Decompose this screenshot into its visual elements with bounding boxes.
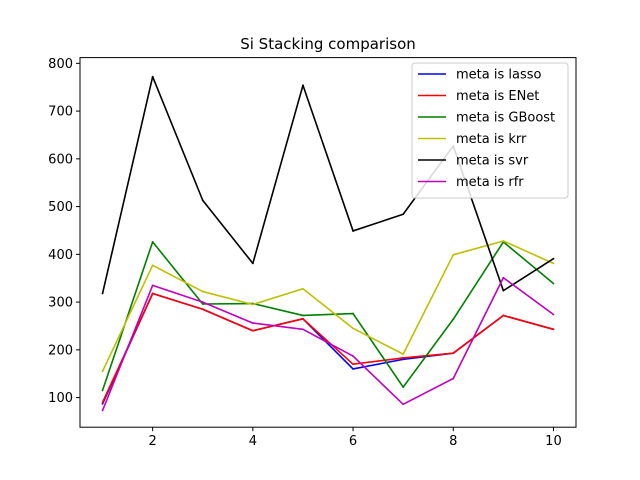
x-tick-label: 2 xyxy=(149,434,157,449)
data-point xyxy=(352,368,354,370)
data-point xyxy=(352,355,354,357)
data-point xyxy=(302,317,304,320)
data-point xyxy=(201,303,204,305)
data-point xyxy=(302,314,304,317)
data-point xyxy=(201,308,204,311)
y-tick-label: 300 xyxy=(48,296,73,311)
x-tick-label: 4 xyxy=(249,434,257,449)
series-line-1 xyxy=(101,292,554,403)
series-line-5 xyxy=(101,276,554,411)
data-point xyxy=(402,213,405,216)
legend-label: meta is ENet xyxy=(456,89,539,104)
data-point xyxy=(101,389,104,392)
legend-item: meta is GBoost xyxy=(418,111,555,126)
y-tick-label: 600 xyxy=(48,152,73,167)
series-1 xyxy=(101,292,555,404)
data-point xyxy=(502,289,505,292)
plot-area-frame xyxy=(79,57,577,428)
data-point xyxy=(151,75,154,78)
data-point xyxy=(251,303,254,306)
y-tick-label: 100 xyxy=(48,391,73,406)
y-tick-label: 500 xyxy=(48,200,73,215)
series-line-4 xyxy=(101,75,554,294)
data-point xyxy=(352,327,354,330)
data-point xyxy=(402,386,405,388)
series-3 xyxy=(101,240,555,373)
data-point xyxy=(151,284,154,287)
data-point xyxy=(552,328,555,331)
legend-item: meta is ENet xyxy=(418,89,539,104)
data-point xyxy=(201,199,204,202)
data-point xyxy=(201,290,204,293)
data-point xyxy=(352,312,354,315)
data-point xyxy=(402,358,405,361)
data-point xyxy=(452,318,455,321)
legend-label: meta is svr xyxy=(456,154,529,169)
data-point xyxy=(552,282,555,285)
legend-item: meta is krr xyxy=(418,132,527,147)
data-point xyxy=(452,352,455,355)
data-point xyxy=(402,403,405,406)
data-point xyxy=(452,377,455,380)
x-tick-label: 6 xyxy=(349,434,357,449)
data-point xyxy=(552,262,555,265)
data-point xyxy=(552,257,555,260)
data-point xyxy=(101,402,104,405)
data-point xyxy=(151,292,154,295)
series-line-3 xyxy=(101,240,554,372)
data-point xyxy=(552,313,555,316)
data-point xyxy=(302,84,304,87)
y-tick-label: 700 xyxy=(48,105,73,120)
data-point xyxy=(402,353,405,356)
data-point xyxy=(251,329,254,332)
legend-item: meta is lasso xyxy=(418,68,541,83)
series-line-2 xyxy=(101,241,554,391)
data-point xyxy=(502,314,505,317)
chart-title: Si Stacking comparison xyxy=(240,35,416,53)
y-tick-label: 800 xyxy=(48,57,73,72)
data-point xyxy=(352,363,354,366)
legend-label: meta is GBoost xyxy=(456,111,555,126)
data-point xyxy=(352,230,354,232)
data-point xyxy=(101,401,104,404)
y-tick-label: 200 xyxy=(48,343,73,358)
data-point xyxy=(302,328,304,331)
legend-label: meta is lasso xyxy=(456,68,541,83)
x-tick-label: 8 xyxy=(449,434,457,449)
data-point xyxy=(101,409,104,412)
axis-layer: 2 4 6 8 10 100 200 300 400 500 600 700 800 xyxy=(48,57,562,449)
series-5 xyxy=(101,276,555,412)
data-point xyxy=(201,301,204,303)
legend-item: meta is rfr xyxy=(418,175,524,190)
data-point xyxy=(151,264,154,267)
data-point xyxy=(251,322,254,324)
data-point xyxy=(452,253,455,256)
data-point xyxy=(101,292,104,295)
data-point xyxy=(502,240,505,242)
legend-label: meta is krr xyxy=(456,132,527,147)
data-point xyxy=(251,262,254,265)
series-2 xyxy=(101,241,555,392)
data-point xyxy=(151,241,154,243)
data-point xyxy=(402,357,405,359)
data-point xyxy=(101,370,104,373)
legend-label: meta is rfr xyxy=(456,175,524,190)
y-tick-label: 400 xyxy=(48,248,73,263)
x-tick-label: 10 xyxy=(545,434,562,449)
legend-box xyxy=(411,62,569,199)
data-point xyxy=(502,276,505,279)
series-layer xyxy=(101,75,555,412)
legend: meta is lasso meta is ENet meta is GBoost m… xyxy=(411,62,569,199)
legend-item: meta is svr xyxy=(418,154,529,169)
data-point xyxy=(302,287,304,290)
